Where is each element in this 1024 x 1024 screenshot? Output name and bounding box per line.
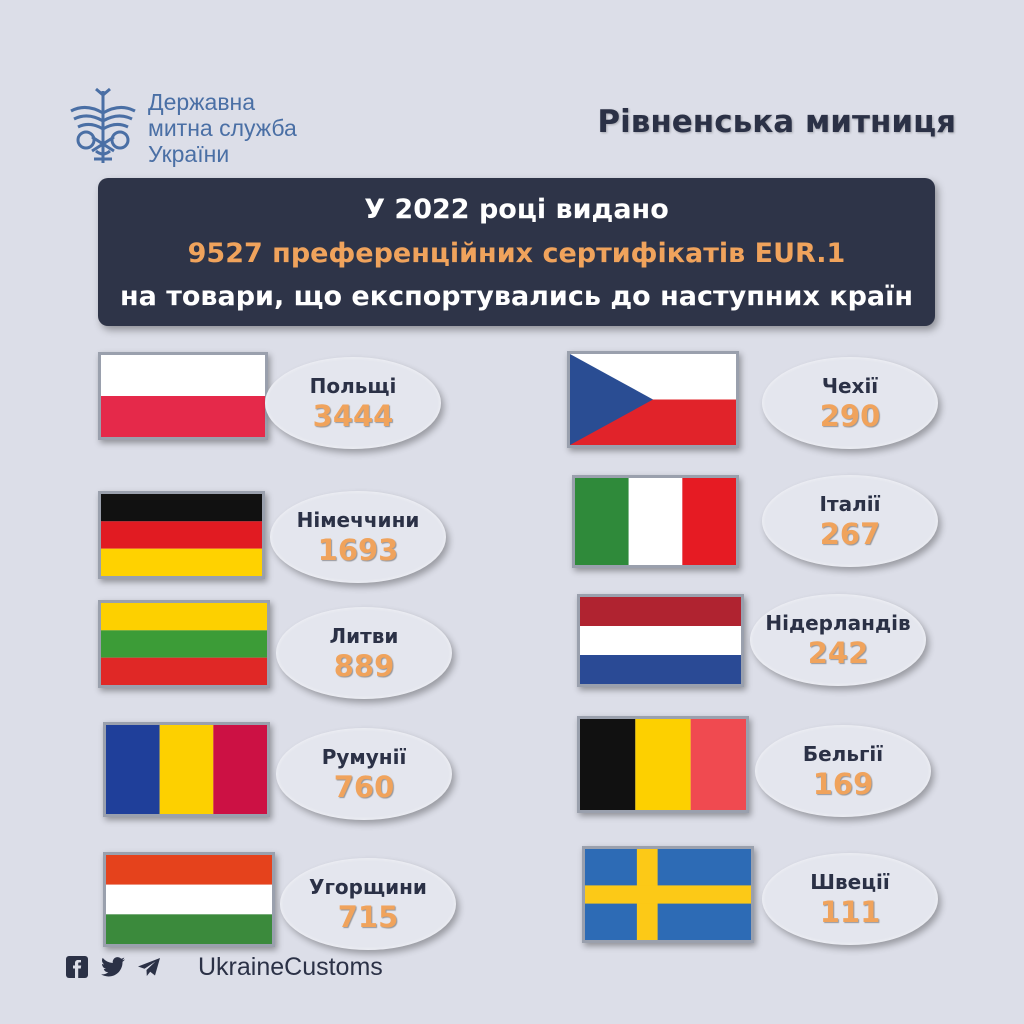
country-card-sweden: Швеції 111 bbox=[762, 853, 938, 945]
social-bar: UkraineCustoms bbox=[64, 952, 383, 982]
banner-line-2: 9527 преференційних сертифікатів EUR.1 bbox=[187, 238, 846, 269]
country-name: Нідерландів bbox=[765, 611, 911, 635]
country-count: 760 bbox=[333, 770, 395, 804]
country-card-poland: Польщі 3444 bbox=[265, 357, 441, 449]
country-name: Литви bbox=[329, 624, 399, 648]
country-count: 3444 bbox=[312, 399, 394, 433]
logo-text: Державна митна служба України bbox=[148, 89, 297, 167]
country-count: 111 bbox=[819, 895, 881, 929]
flag-hungary bbox=[103, 852, 275, 947]
flag-sweden bbox=[582, 846, 754, 943]
country-card-romania: Румунії 760 bbox=[276, 728, 452, 820]
country-count: 242 bbox=[807, 636, 869, 670]
headline-banner: У 2022 році видано 9527 преференційних с… bbox=[98, 178, 935, 326]
flag-czechia bbox=[567, 351, 739, 448]
country-card-lithuania: Литви 889 bbox=[276, 607, 452, 699]
country-count: 1693 bbox=[317, 533, 399, 567]
country-name: Бельгії bbox=[802, 742, 884, 766]
flag-italy bbox=[572, 475, 739, 568]
customs-emblem-icon bbox=[70, 87, 136, 163]
country-name: Чехії bbox=[821, 374, 879, 398]
country-card-hungary: Угорщини 715 bbox=[280, 858, 456, 950]
logo-line-3: України bbox=[148, 141, 230, 167]
telegram-icon[interactable] bbox=[136, 954, 162, 980]
facebook-icon[interactable] bbox=[64, 954, 90, 980]
logo-line-1: Державна bbox=[148, 89, 256, 115]
country-name: Угорщини bbox=[309, 875, 427, 899]
country-card-germany: Німеччини 1693 bbox=[270, 491, 446, 583]
country-name: Італії bbox=[819, 492, 881, 516]
logo-line-2: митна служба bbox=[148, 115, 297, 141]
twitter-icon[interactable] bbox=[100, 954, 126, 980]
country-card-netherlands: Нідерландів 242 bbox=[750, 594, 926, 686]
country-name: Румунії bbox=[321, 745, 407, 769]
flag-belgium bbox=[577, 716, 749, 813]
country-count: 267 bbox=[819, 517, 881, 551]
banner-line-3: на товари, що експортувались до наступни… bbox=[119, 281, 914, 312]
country-name: Німеччини bbox=[296, 508, 420, 532]
flag-poland bbox=[98, 352, 268, 440]
country-count: 715 bbox=[337, 900, 399, 934]
flag-romania bbox=[103, 722, 270, 817]
country-count: 169 bbox=[812, 767, 874, 801]
country-name: Швеції bbox=[810, 870, 890, 894]
banner-line-1: У 2022 році видано bbox=[364, 194, 669, 225]
country-card-belgium: Бельгії 169 bbox=[755, 725, 931, 817]
social-handle[interactable]: UkraineCustoms bbox=[198, 952, 383, 981]
country-count: 290 bbox=[819, 399, 881, 433]
flag-germany bbox=[98, 491, 265, 579]
country-card-italy: Італії 267 bbox=[762, 475, 938, 567]
country-count: 889 bbox=[333, 649, 395, 683]
country-name: Польщі bbox=[309, 374, 397, 398]
office-title: Рівненська митниця bbox=[597, 104, 956, 140]
flag-lithuania bbox=[98, 600, 270, 688]
flag-netherlands bbox=[577, 594, 744, 687]
customs-logo: Державна митна служба України bbox=[66, 85, 346, 175]
country-card-czechia: Чехії 290 bbox=[762, 357, 938, 449]
